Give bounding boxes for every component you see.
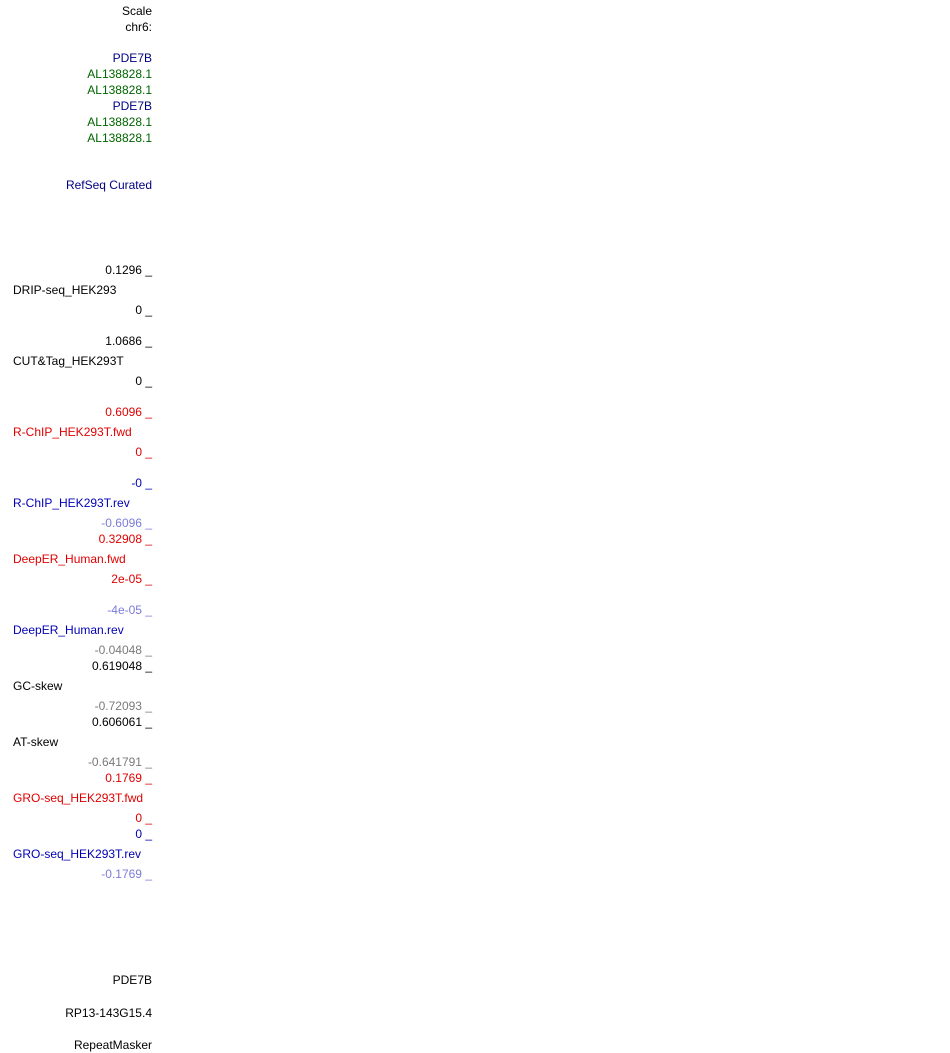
track-min-at-skew: -0.641791 _ bbox=[87, 755, 152, 769]
track-max-drip: 0.1296 _ bbox=[105, 263, 152, 277]
track-name-rchip-fwd[interactable]: R-ChIP_HEK293T.fwd bbox=[13, 425, 132, 439]
track-name-refseq-curated[interactable]: RefSeq Curated bbox=[65, 178, 152, 192]
track-max-at-skew: 0.606061 _ bbox=[91, 715, 152, 729]
track-min-rchip-rev: -0.6096 _ bbox=[101, 516, 152, 530]
track-min-gro-fwd: 0 _ bbox=[135, 811, 152, 825]
track-name-gc-skew[interactable]: GC-skew bbox=[13, 679, 63, 693]
track-name-rchip-rev[interactable]: R-ChIP_HEK293T.rev bbox=[13, 496, 130, 510]
track-max-deeper-fwd: 0.32908 _ bbox=[98, 532, 152, 546]
gene-label-pde7b-bottom[interactable]: PDE7B bbox=[112, 973, 152, 987]
track-name-deeper-fwd[interactable]: DeepER_Human.fwd bbox=[13, 552, 126, 566]
gene-label-al138828[interactable]: AL138828.1 bbox=[87, 83, 152, 97]
track-name-drip-seq[interactable]: DRIP-seq_HEK293 bbox=[13, 283, 117, 297]
track-max-cuttag: 1.0686 _ bbox=[105, 334, 152, 348]
track-max-rchip-rev: -0 _ bbox=[131, 476, 152, 490]
track-label-panel: Scale chr6: PDE7B AL138828.1 AL138828.1 … bbox=[0, 0, 160, 1053]
track-max-gc-skew: 0.619048 _ bbox=[91, 659, 152, 673]
track-min-cuttag: 0 _ bbox=[135, 374, 152, 388]
gene-label-al138828[interactable]: AL138828.1 bbox=[87, 131, 152, 145]
track-name-cuttag[interactable]: CUT&Tag_HEK293T bbox=[13, 354, 124, 368]
track-name-gro-rev[interactable]: GRO-seq_HEK293T.rev bbox=[13, 847, 142, 861]
scale-label: Scale bbox=[121, 4, 152, 18]
track-min-gro-rev: -0.1769 _ bbox=[101, 867, 152, 881]
track-min-rchip-fwd: 0 _ bbox=[135, 445, 152, 459]
track-name-deeper-rev[interactable]: DeepER_Human.rev bbox=[13, 623, 124, 637]
gene-label-al138828[interactable]: AL138828.1 bbox=[87, 115, 152, 129]
track-max-rchip-fwd: 0.6096 _ bbox=[105, 405, 152, 419]
gene-label-al138828[interactable]: AL138828.1 bbox=[87, 67, 152, 81]
gene-label-rp13-143g15[interactable]: RP13-143G15.4 bbox=[65, 1006, 152, 1020]
track-name-gro-fwd[interactable]: GRO-seq_HEK293T.fwd bbox=[13, 791, 144, 805]
track-min-deeper-fwd: 2e-05 _ bbox=[111, 572, 152, 586]
track-image-area[interactable] bbox=[160, 0, 950, 1053]
track-min-deeper-rev: -0.04048 _ bbox=[94, 643, 152, 657]
track-min-gc-skew: -0.72093 _ bbox=[94, 699, 152, 713]
chrom-label: chr6: bbox=[125, 20, 152, 34]
gene-label-pde7b[interactable]: PDE7B bbox=[112, 51, 152, 65]
gene-label-pde7b[interactable]: PDE7B bbox=[112, 99, 152, 113]
track-max-gro-rev: 0 _ bbox=[135, 827, 152, 841]
track-min-drip: 0 _ bbox=[135, 303, 152, 317]
track-name-at-skew[interactable]: AT-skew bbox=[13, 735, 59, 749]
track-name-repeatmasker[interactable]: RepeatMasker bbox=[73, 1038, 152, 1052]
track-max-deeper-rev: -4e-05 _ bbox=[107, 603, 152, 617]
track-max-gro-fwd: 0.1769 _ bbox=[105, 771, 152, 785]
